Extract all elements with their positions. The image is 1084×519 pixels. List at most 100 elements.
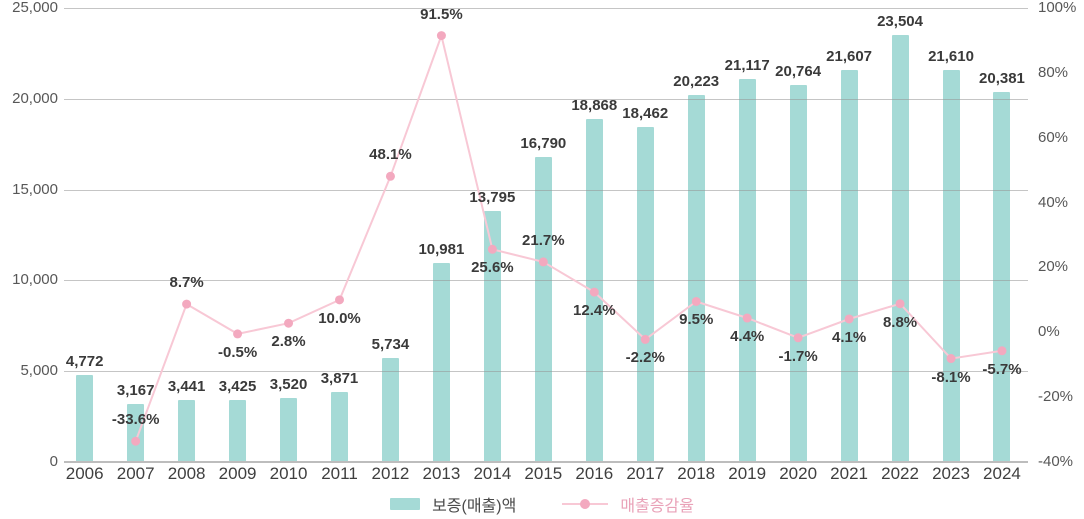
percent-label: -33.6% bbox=[111, 411, 160, 429]
percent-label: -0.5% bbox=[217, 343, 258, 361]
percent-label: 4.1% bbox=[831, 328, 867, 346]
percent-label: -8.1% bbox=[931, 368, 971, 386]
trend-line bbox=[134, 32, 1003, 442]
y-axis-right-tick-label: 80% bbox=[1038, 63, 1069, 81]
data-point-marker bbox=[335, 295, 344, 305]
percent-label: -2.2% bbox=[625, 349, 665, 367]
percent-label: -1.7% bbox=[778, 347, 818, 365]
bar-value-label: 20,764 bbox=[775, 62, 822, 80]
percent-label: -5.7% bbox=[982, 360, 1022, 378]
bar-value-label: 21,610 bbox=[928, 47, 974, 65]
percent-label: 9.5% bbox=[679, 311, 714, 329]
bar bbox=[229, 399, 247, 462]
y-axis-left-tick-label: 20,000 bbox=[12, 89, 58, 107]
bar bbox=[280, 398, 298, 462]
x-axis-label: 2011 bbox=[321, 464, 358, 483]
percent-label: 2.8% bbox=[271, 333, 306, 351]
x-axis-label: 2013 bbox=[422, 464, 461, 483]
x-axis-label: 2017 bbox=[626, 464, 665, 483]
y-axis-right-tick-label: -40% bbox=[1038, 453, 1074, 470]
y-axis-right-tick-label: 0% bbox=[1038, 323, 1060, 341]
data-point-marker bbox=[182, 299, 192, 309]
bar bbox=[636, 126, 654, 462]
legend-label-line: 매출증감율 bbox=[620, 498, 694, 515]
gridline bbox=[64, 280, 1028, 282]
x-axis-label: 2019 bbox=[728, 464, 767, 483]
bar-value-label: 13,795 bbox=[469, 189, 516, 207]
bar bbox=[789, 84, 807, 462]
percent-label: 10.0% bbox=[318, 309, 361, 327]
gridline bbox=[64, 371, 1028, 373]
x-axis-label: 2010 bbox=[269, 464, 308, 483]
y-axis-right-tick-label: 40% bbox=[1038, 193, 1069, 211]
x-axis-label: 2008 bbox=[167, 464, 206, 483]
bar bbox=[738, 78, 756, 462]
y-axis-right-tick-label: -20% bbox=[1038, 388, 1074, 406]
bar bbox=[127, 404, 145, 462]
percent-label: 8.7% bbox=[169, 274, 204, 292]
bar-value-label: 3,167 bbox=[116, 382, 155, 400]
x-axis-label: 2014 bbox=[473, 464, 512, 483]
legend-label-bar: 보증(매출)액 bbox=[432, 498, 517, 515]
data-point-marker bbox=[742, 313, 752, 323]
bar bbox=[891, 35, 909, 462]
y-axis-left-tick-label: 10,000 bbox=[12, 271, 58, 289]
legend-line-sample bbox=[562, 498, 609, 510]
percent-label: 21.7% bbox=[522, 231, 565, 249]
legend-line-marker bbox=[580, 499, 591, 509]
bar bbox=[76, 375, 94, 462]
y-axis-left-tick-label: 5,000 bbox=[20, 362, 58, 380]
bar bbox=[381, 357, 399, 462]
y-axis-left-tick-label: 0 bbox=[49, 453, 58, 470]
bar-value-label: 3,520 bbox=[269, 376, 308, 394]
bar-value-label: 23,504 bbox=[877, 13, 923, 31]
x-axis-label: 2022 bbox=[881, 464, 919, 483]
bar-value-label: 16,790 bbox=[520, 135, 567, 153]
y-axis-left-tick-label: 15,000 bbox=[12, 180, 58, 198]
x-axis-label: 2024 bbox=[983, 464, 1021, 483]
data-point-marker bbox=[385, 171, 395, 181]
data-point-marker bbox=[131, 436, 141, 446]
bar-value-label: 21,117 bbox=[724, 56, 770, 74]
percent-label: 8.8% bbox=[882, 313, 918, 331]
data-point-marker bbox=[284, 318, 294, 328]
bar-value-label: 18,868 bbox=[571, 97, 618, 115]
bar bbox=[840, 69, 858, 462]
data-point-marker bbox=[895, 299, 905, 309]
data-point-marker bbox=[589, 287, 599, 297]
data-point-marker bbox=[233, 329, 243, 339]
x-axis-line bbox=[64, 461, 1028, 463]
bar-value-label: 3,871 bbox=[320, 369, 359, 387]
bar-value-label: 5,734 bbox=[371, 335, 410, 353]
data-point-marker bbox=[691, 296, 701, 306]
bar bbox=[483, 211, 501, 462]
data-point-marker bbox=[487, 244, 497, 254]
y-axis-right-tick-label: 20% bbox=[1038, 258, 1069, 276]
data-point-marker bbox=[997, 346, 1007, 356]
percent-label: 4.4% bbox=[730, 328, 765, 346]
x-axis-label: 2023 bbox=[932, 464, 970, 483]
x-axis-label: 2018 bbox=[677, 464, 716, 483]
percent-label: 91.5% bbox=[420, 5, 463, 23]
bar bbox=[687, 94, 705, 462]
bar bbox=[534, 157, 552, 462]
y-axis-right-tick-label: 60% bbox=[1038, 128, 1069, 146]
bar-value-label: 20,223 bbox=[673, 72, 720, 90]
x-axis-label: 2006 bbox=[65, 464, 104, 483]
bar-value-label: 10,981 bbox=[418, 240, 465, 258]
data-point-marker bbox=[436, 31, 446, 41]
percent-label: 48.1% bbox=[369, 146, 412, 164]
bar-value-label: 4,772 bbox=[65, 353, 104, 371]
x-axis-label: 2020 bbox=[779, 464, 818, 483]
percent-label: 25.6% bbox=[471, 259, 514, 277]
data-point-marker bbox=[793, 333, 803, 343]
bar bbox=[331, 391, 348, 462]
bar-value-label: 3,425 bbox=[218, 377, 257, 395]
gridline bbox=[64, 98, 1028, 100]
x-axis-label: 2009 bbox=[218, 464, 257, 483]
bar-value-label: 3,441 bbox=[167, 377, 206, 395]
y-axis-left-tick-label: 25,000 bbox=[12, 0, 58, 16]
data-point-marker bbox=[640, 334, 650, 344]
